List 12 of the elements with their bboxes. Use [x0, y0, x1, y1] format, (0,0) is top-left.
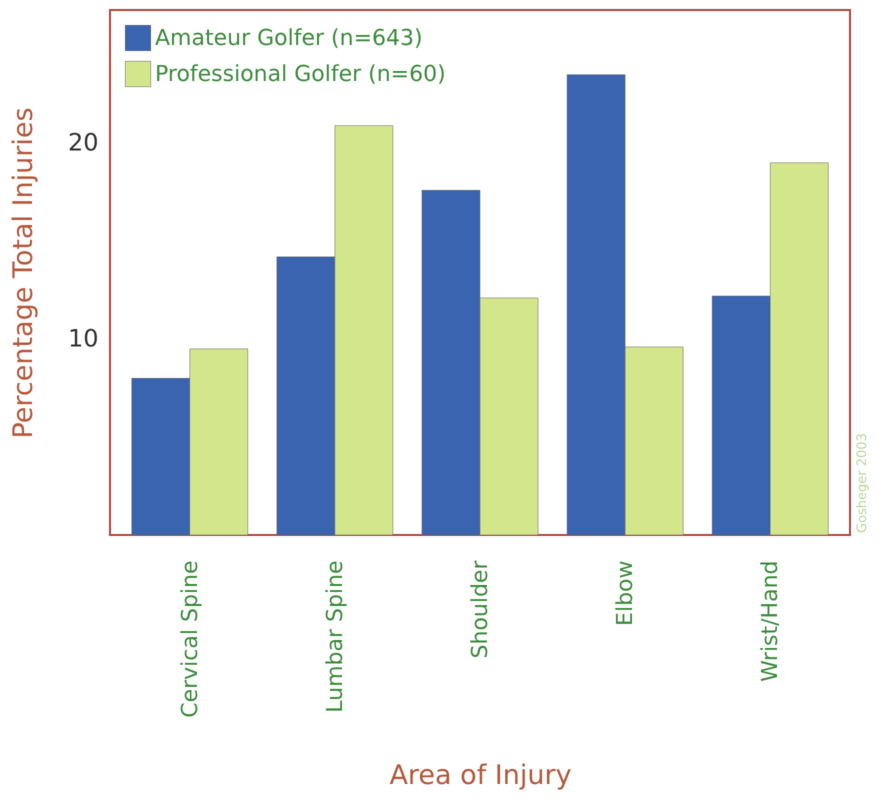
x-tick-label: Lumbar Spine	[322, 560, 348, 713]
x-tick-label: Cervical Spine	[178, 560, 203, 718]
x-tick-label: Elbow	[613, 560, 638, 626]
x-tick-label: Shoulder	[468, 560, 493, 658]
x-tick-label: Wrist/Hand	[758, 560, 784, 682]
legend-label: Professional Golfer (n=60)	[155, 62, 446, 87]
legend-label: Amateur Golfer (n=643)	[155, 26, 423, 51]
y-axis-title: Percentage Total Injuries	[8, 107, 39, 439]
y-tick-label: 20	[68, 128, 98, 157]
x-axis-title: Area of Injury	[389, 760, 572, 791]
y-tick-label: 10	[68, 324, 98, 353]
text: Gosheger 2003	[855, 433, 870, 533]
